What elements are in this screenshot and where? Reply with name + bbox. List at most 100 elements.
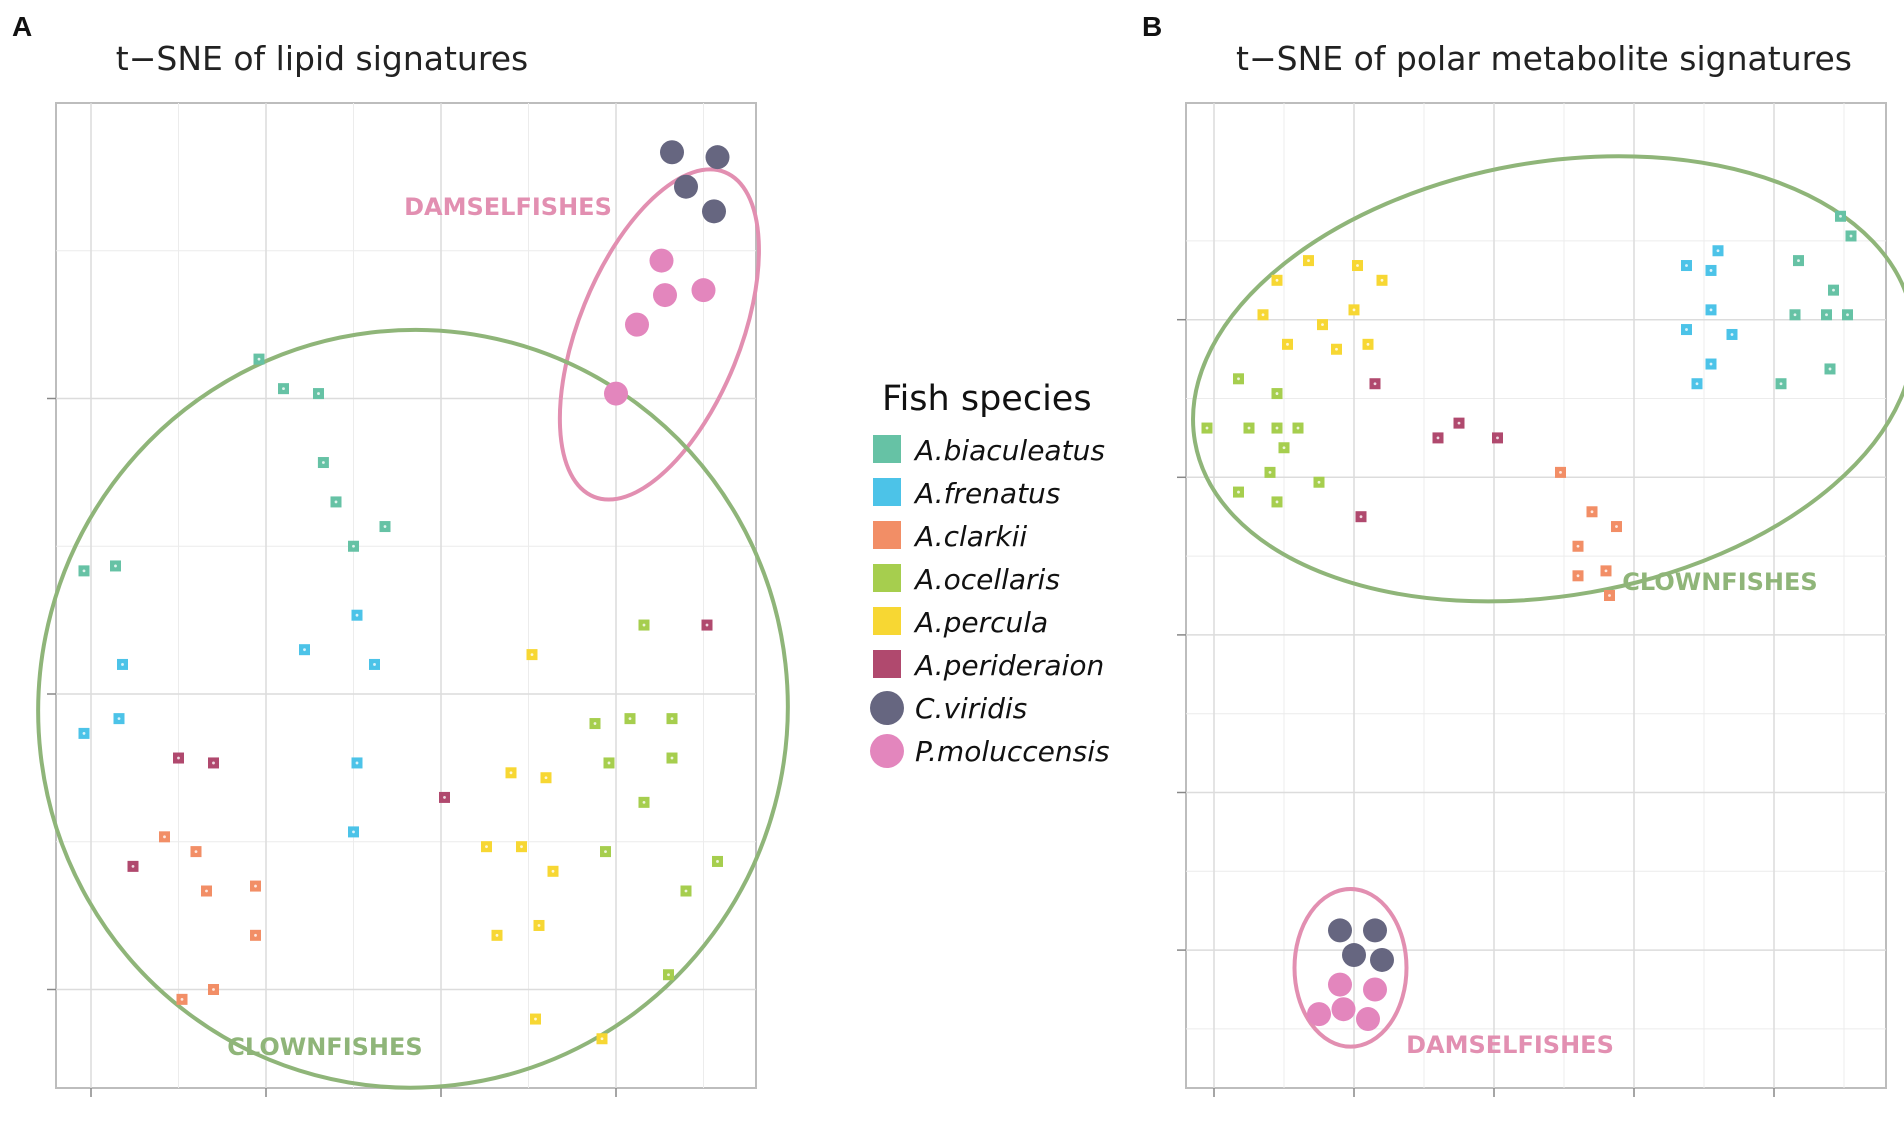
point-a-perideraion-b-3 <box>1492 432 1503 444</box>
point-c-viridis-a-3 <box>702 199 726 224</box>
point-a-perideraion-b-1 <box>1453 417 1465 429</box>
point-a-percula-a-9 <box>596 1033 608 1045</box>
point-a-biaculeatus-a-1 <box>278 383 289 395</box>
point-a-ocellaris-b-2 <box>1201 422 1213 434</box>
point-a-percula-a-6 <box>491 929 503 941</box>
point-a-frenatus-a-3 <box>351 609 363 621</box>
legend-label-a-perideraion: A.perideraion <box>913 649 1104 682</box>
point-a-clarkii-b-0 <box>1555 466 1566 478</box>
point-a-ocellaris-b-4 <box>1271 422 1283 434</box>
point-a-biaculeatus-b-7 <box>1824 363 1836 375</box>
point-a-frenatus-a-5 <box>113 713 125 725</box>
clownfishes-label-b: CLOWNFISHES <box>1622 568 1817 596</box>
point-a-frenatus-b-3 <box>1705 304 1717 316</box>
point-a-clarkii-a-0 <box>159 831 170 843</box>
point-c-viridis-a-0 <box>660 140 684 165</box>
legend-item-a-frenatus: A.frenatus <box>873 477 1060 510</box>
point-a-ocellaris-b-5 <box>1292 422 1304 434</box>
legend-item-p-moluccensis: P.moluccensis <box>870 734 1110 768</box>
point-a-frenatus-b-1 <box>1681 260 1692 272</box>
point-p-moluccensis-a-4 <box>604 381 628 406</box>
point-a-biaculeatus-a-0 <box>253 353 265 365</box>
axis-ticks-b <box>1177 318 1775 1097</box>
point-a-biaculeatus-b-4 <box>1789 309 1801 321</box>
point-a-ocellaris-b-0 <box>1233 373 1244 385</box>
point-a-ocellaris-b-8 <box>1313 476 1325 488</box>
point-p-moluccensis-b-4 <box>1356 1007 1380 1032</box>
points-a <box>78 140 730 1045</box>
point-a-perideraion-b-4 <box>1355 511 1367 523</box>
point-c-viridis-a-2 <box>674 174 698 199</box>
legend-label-a-frenatus: A.frenatus <box>913 477 1060 510</box>
point-a-clarkii-b-4 <box>1572 570 1584 582</box>
legend: Fish species A.biaculeatus A.frenatus A.cl… <box>870 379 1110 768</box>
point-a-frenatus-b-5 <box>1726 328 1738 340</box>
group-ellipses-a <box>36 167 790 1090</box>
point-a-ocellaris-a-9 <box>680 885 692 897</box>
point-a-clarkii-a-1 <box>190 846 202 858</box>
point-a-biaculeatus-b-8 <box>1775 378 1787 390</box>
point-a-frenatus-b-2 <box>1705 264 1717 276</box>
point-a-percula-a-4 <box>516 841 527 853</box>
point-p-moluccensis-a-0 <box>649 248 674 273</box>
group-ellipses-b <box>1191 154 1904 1049</box>
point-a-biaculeatus-b-5 <box>1821 309 1832 321</box>
legend-label-a-ocellaris: A.ocellaris <box>913 563 1060 596</box>
point-a-ocellaris-a-3 <box>666 713 678 725</box>
point-a-frenatus-a-0 <box>117 658 128 670</box>
point-a-percula-b-7 <box>1282 338 1293 350</box>
point-a-perideraion-b-2 <box>1432 432 1444 444</box>
point-a-ocellaris-a-7 <box>600 846 611 858</box>
point-a-frenatus-a-6 <box>351 757 363 769</box>
point-a-ocellaris-b-9 <box>1233 486 1244 498</box>
point-p-moluccensis-b-0 <box>1328 972 1352 997</box>
point-a-percula-a-3 <box>481 841 492 853</box>
point-a-biaculeatus-b-2 <box>1793 255 1804 267</box>
points-b <box>1201 210 1857 1032</box>
point-a-frenatus-a-4 <box>78 727 90 739</box>
legend-label-p-moluccensis: P.moluccensis <box>915 735 1110 768</box>
point-a-percula-a-2 <box>540 772 552 784</box>
point-a-clarkii-b-3 <box>1572 540 1584 552</box>
damselfishes-ellipse-a <box>557 167 761 502</box>
point-a-biaculeatus-b-6 <box>1842 309 1853 321</box>
point-a-clarkii-a-5 <box>176 993 188 1005</box>
legend-swatch-a-perideraion <box>873 650 901 678</box>
point-a-percula-a-5 <box>547 865 559 877</box>
chart-title-a: t−SNE of lipid signatures <box>116 39 528 78</box>
legend-label-a-biaculeatus: A.biaculeatus <box>913 434 1105 467</box>
point-a-perideraion-a-2 <box>439 791 450 803</box>
point-a-biaculeatus-b-1 <box>1845 230 1857 242</box>
point-a-ocellaris-a-2 <box>624 713 636 725</box>
panel-a: A t−SNE of lipid signatures DAMSELFISHES… <box>12 11 790 1097</box>
clownfishes-ellipse-b <box>1191 154 1904 604</box>
legend-label-a-clarkii: A.clarkii <box>913 520 1027 553</box>
legend-swatch-a-clarkii <box>873 521 901 549</box>
legend-swatch-a-biaculeatus <box>873 435 901 463</box>
gridlines-b <box>1186 103 1886 1088</box>
legend-swatch-a-percula <box>873 607 901 635</box>
point-a-percula-b-4 <box>1257 309 1269 321</box>
point-c-viridis-a-1 <box>705 145 730 170</box>
point-a-ocellaris-a-0 <box>638 619 650 631</box>
point-a-perideraion-a-3 <box>127 860 139 872</box>
point-a-percula-b-5 <box>1348 304 1360 316</box>
legend-title: Fish species <box>882 379 1092 419</box>
panel-letter-b: B <box>1142 11 1162 42</box>
point-a-biaculeatus-b-0 <box>1835 210 1846 222</box>
point-a-perideraion-a-4 <box>701 619 713 631</box>
point-a-biaculeatus-a-2 <box>313 388 324 400</box>
point-a-biaculeatus-a-8 <box>110 560 121 572</box>
chart-title-b: t−SNE of polar metabolite signatures <box>1236 39 1852 78</box>
point-a-biaculeatus-a-6 <box>348 540 359 552</box>
point-p-moluccensis-b-1 <box>1363 977 1387 1002</box>
point-p-moluccensis-b-2 <box>1307 1002 1331 1027</box>
point-c-viridis-b-1 <box>1363 918 1387 943</box>
point-c-viridis-b-2 <box>1342 943 1366 968</box>
point-a-ocellaris-a-6 <box>638 796 650 808</box>
point-a-percula-b-9 <box>1362 338 1374 350</box>
legend-swatch-a-ocellaris <box>873 564 901 592</box>
legend-swatch-p-moluccensis <box>870 734 904 768</box>
point-a-percula-b-2 <box>1271 274 1283 286</box>
point-a-biaculeatus-a-5 <box>379 521 391 533</box>
